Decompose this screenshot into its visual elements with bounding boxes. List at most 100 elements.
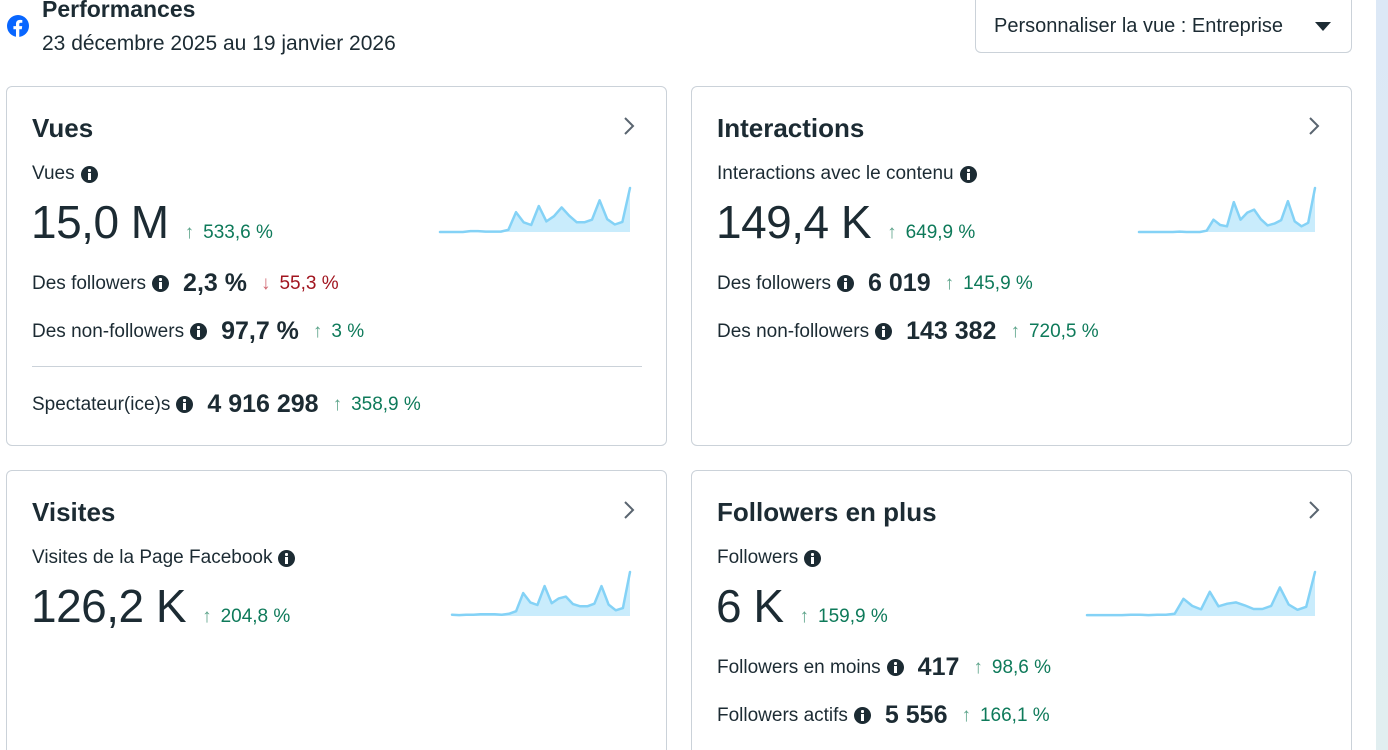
arrow-up-icon: ↑ <box>944 272 955 294</box>
row-label: Followers actifs <box>717 704 848 726</box>
primary-metric-value: 126,2 K <box>31 580 187 632</box>
sparkline-chart <box>438 186 632 234</box>
primary-metric: 149,4 K ↑ 649,9 % <box>716 195 975 249</box>
row-label: Spectateur(ice)s <box>32 393 171 415</box>
metric-label-text: Vues <box>32 163 75 184</box>
row-delta: ↑ 358,9 % <box>333 394 421 416</box>
delta-value: 720,5 % <box>1028 320 1099 342</box>
delta-value: 159,9 % <box>818 606 888 627</box>
delta-value: 358,9 % <box>351 393 421 415</box>
arrow-up-icon: ↑ <box>312 320 323 342</box>
breakdown-row: Followers en moins 417 ↑ 98,6 % <box>717 653 1051 682</box>
arrow-up-icon: ↑ <box>202 606 212 627</box>
primary-metric-delta: ↑ 649,9 % <box>887 222 975 244</box>
info-icon[interactable] <box>853 707 871 724</box>
card-title: Visites <box>32 497 116 527</box>
delta-value: 533,6 % <box>203 222 273 243</box>
sparkline-line <box>450 570 632 617</box>
row-label: Des followers <box>32 272 147 294</box>
caret-down-icon <box>1315 22 1331 31</box>
facebook-logo-icon <box>7 15 29 37</box>
arrow-up-icon: ↑ <box>799 606 810 627</box>
row-value: 143 382 <box>906 317 997 345</box>
info-icon[interactable] <box>804 549 822 567</box>
page-header: Performances 23 décembre 2025 au 19 janv… <box>0 0 1376 70</box>
chevron-right-icon[interactable] <box>1305 115 1323 137</box>
footer-row: Spectateur(ice)s 4 916 298 ↑ 358,9 % <box>32 390 421 419</box>
page-scroll-area-edge <box>1376 0 1388 750</box>
primary-metric: 6 K ↑ 159,9 % <box>716 579 888 633</box>
metric-label-text: Followers <box>717 547 799 568</box>
customize-view-dropdown[interactable]: Personnaliser la vue : Entreprise <box>975 0 1352 53</box>
page-title: Performances <box>42 0 196 22</box>
row-value: 6 019 <box>868 269 931 297</box>
row-delta: ↑ 145,9 % <box>945 273 1033 295</box>
sparkline-area <box>440 188 630 232</box>
info-icon[interactable] <box>176 396 194 413</box>
info-icon[interactable] <box>886 659 904 676</box>
metric-label-text: Visites de la Page Facebook <box>32 547 273 568</box>
info-icon[interactable] <box>190 323 208 340</box>
info-icon[interactable] <box>80 165 98 183</box>
primary-metric-value: 149,4 K <box>716 196 872 248</box>
delta-value: 204,8 % <box>220 606 291 627</box>
row-delta: ↑ 98,6 % <box>973 657 1051 679</box>
info-icon[interactable] <box>959 165 977 183</box>
arrow-up-icon: ↑ <box>961 704 971 726</box>
row-value: 417 <box>917 653 960 681</box>
metric-label: Followers <box>717 547 822 569</box>
sparkline-line <box>1085 570 1317 617</box>
primary-metric-value: 15,0 M <box>31 196 169 248</box>
row-delta: ↓ 55,3 % <box>261 273 339 295</box>
delta-value: 145,9 % <box>963 272 1033 294</box>
sparkline-chart <box>1137 186 1317 234</box>
chevron-right-icon[interactable] <box>1305 499 1323 521</box>
row-value: 2,3 % <box>183 269 247 297</box>
primary-metric-delta: ↑ 533,6 % <box>185 222 273 244</box>
row-value: 97,7 % <box>221 317 299 345</box>
customize-view-label: Personnaliser la vue : Entreprise <box>994 14 1284 37</box>
primary-metric: 126,2 K ↑ 204,8 % <box>31 579 290 633</box>
chevron-right-icon[interactable] <box>620 499 638 521</box>
breakdown-row: Des followers 2,3 % ↓ 55,3 % <box>32 269 339 298</box>
row-label: Des non-followers <box>717 320 870 342</box>
breakdown-row: Des non-followers 97,7 % ↑ 3 % <box>32 317 364 346</box>
sparkline-area <box>452 572 630 616</box>
row-label: Des followers <box>717 272 832 294</box>
delta-value: 166,1 % <box>979 704 1050 726</box>
card-vues: Vues Vues 15,0 M ↑ 533,6 % Des followers… <box>6 86 667 446</box>
sparkline-line <box>1137 186 1317 234</box>
arrow-up-icon: ↑ <box>332 393 343 415</box>
row-delta: ↑ 720,5 % <box>1010 321 1098 343</box>
info-icon[interactable] <box>152 275 170 292</box>
sparkline-area <box>1087 572 1315 616</box>
primary-metric: 15,0 M ↑ 533,6 % <box>31 195 273 249</box>
row-value: 4 916 298 <box>207 390 319 418</box>
arrow-up-icon: ↑ <box>184 222 195 243</box>
card-followers: Followers en plus Followers 6 K ↑ 159,9 … <box>691 470 1352 750</box>
info-icon[interactable] <box>837 275 855 292</box>
delta-value: 98,6 % <box>991 656 1052 678</box>
sparkline-line <box>438 186 632 234</box>
row-label: Followers en moins <box>717 656 881 678</box>
breakdown-row: Des non-followers 143 382 ↑ 720,5 % <box>717 317 1099 346</box>
info-icon[interactable] <box>875 323 893 340</box>
metric-label: Vues <box>32 163 98 185</box>
date-range: 23 décembre 2025 au 19 janvier 2026 <box>42 32 396 55</box>
primary-metric-delta: ↑ 204,8 % <box>202 606 290 628</box>
metric-label-text: Interactions avec le contenu <box>717 163 954 184</box>
divider <box>32 366 642 367</box>
row-label: Des non-followers <box>32 320 185 342</box>
sparkline-chart <box>450 570 632 617</box>
row-value: 5 556 <box>884 701 948 729</box>
metric-label: Visites de la Page Facebook <box>32 547 296 569</box>
card-interactions: Interactions Interactions avec le conten… <box>691 86 1352 446</box>
metric-label: Interactions avec le contenu <box>717 163 977 185</box>
breakdown-row: Followers actifs 5 556 ↑ 166,1 % <box>717 701 1050 730</box>
chevron-right-icon[interactable] <box>620 115 638 137</box>
breakdown-row: Des followers 6 019 ↑ 145,9 % <box>717 269 1033 298</box>
delta-value: 649,9 % <box>905 222 976 243</box>
arrow-up-icon: ↑ <box>1010 320 1020 342</box>
info-icon[interactable] <box>278 549 296 567</box>
primary-metric-delta: ↑ 159,9 % <box>800 606 888 628</box>
